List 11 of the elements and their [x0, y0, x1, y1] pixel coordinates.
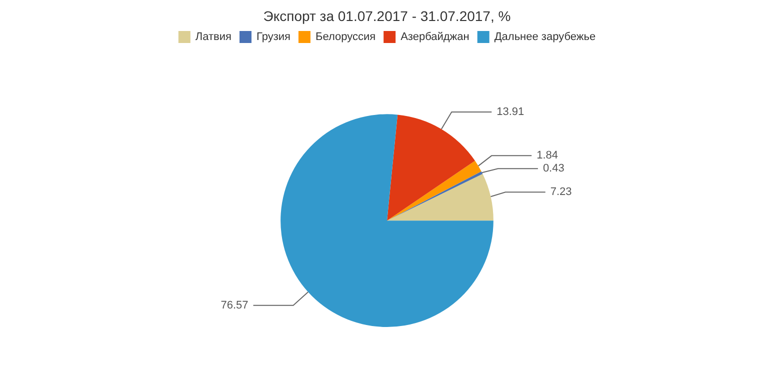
legend-label: Белоруссия — [315, 31, 376, 43]
legend-label: Грузия — [256, 31, 291, 43]
data-label: 7.23 — [550, 186, 572, 198]
chart-title: Экспорт за 01.07.2017 - 31.07.2017, % — [263, 8, 511, 24]
data-label: 1.84 — [536, 150, 558, 162]
data-label: 76.57 — [220, 299, 248, 312]
legend-label: Азербайджан — [400, 31, 470, 43]
legend-label: Латвия — [195, 31, 232, 43]
data-label: 0.43 — [542, 162, 564, 175]
data-label: 13.91 — [496, 106, 524, 118]
legend-label: Дальнее зарубежье — [494, 31, 596, 43]
